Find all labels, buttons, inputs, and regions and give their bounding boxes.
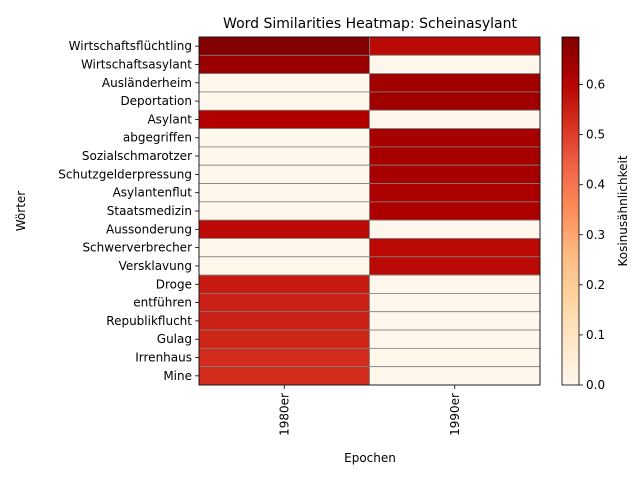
heatmap-cell <box>369 128 541 148</box>
y-axis-label: Wörter <box>14 191 28 232</box>
heatmap-cell <box>198 219 370 239</box>
heatmap-cell <box>369 183 541 203</box>
heatmap-cell <box>198 91 370 111</box>
colorbar-ticks: 0.0 0.1 0.2 0.3 0.4 0.5 0.6 <box>579 78 605 392</box>
y-tick-label: Republikflucht <box>106 314 192 328</box>
y-tick-label: Asylantenflut <box>113 186 193 200</box>
heatmap-cell <box>369 109 541 129</box>
heatmap-cell <box>369 146 541 166</box>
y-tick-label: Schwerverbrecher <box>82 241 192 255</box>
heatmap-cell <box>198 347 370 368</box>
colorbar-tick-label: 0.3 <box>586 228 605 242</box>
y-tick-label: entführen <box>133 296 192 310</box>
colorbar-tick-label: 0.4 <box>586 178 605 192</box>
y-tick-label: Staatsmedizin <box>107 204 192 218</box>
heatmap-cell <box>198 293 370 313</box>
colorbar-label: Kosinusähnlichkeit <box>616 155 630 266</box>
heatmap-cell <box>369 164 541 184</box>
y-tick-label: Mine <box>163 369 192 383</box>
y-tick-label: Asylant <box>147 112 192 126</box>
heatmap-cell <box>369 201 541 221</box>
y-tick-label: abgegriffen <box>123 131 192 145</box>
heatmap-cell <box>198 164 370 184</box>
heatmap-cells <box>198 36 541 386</box>
heatmap-cell <box>198 36 370 56</box>
y-tick-label: Wirtschaftsasylant <box>81 57 192 71</box>
colorbar-tick-label: 0.5 <box>586 128 605 142</box>
colorbar-tick-label: 0.6 <box>586 78 605 92</box>
heatmap-cell <box>369 73 541 93</box>
heatmap-cell <box>198 256 370 276</box>
heatmap-cell <box>369 91 541 111</box>
y-tick-label: Wirtschaftsflüchtling <box>69 39 192 53</box>
heatmap-cell <box>369 329 541 349</box>
heatmap-cell <box>369 293 541 313</box>
colorbar-tick-label: 0.2 <box>586 278 605 292</box>
heatmap-cell <box>198 146 370 166</box>
y-axis-ticks: Wirtschaftsflüchtling Wirtschaftsasylant A… <box>58 39 199 383</box>
colorbar-tick-label: 0.0 <box>586 378 605 392</box>
colorbar <box>561 36 580 386</box>
y-tick-label: Deportation <box>120 94 192 108</box>
y-tick-label: Schutzgelderpressung <box>58 167 192 181</box>
heatmap-cell <box>369 238 541 258</box>
x-tick-label: 1980er <box>277 393 291 436</box>
heatmap-cell <box>198 274 370 294</box>
heatmap-cell <box>369 219 541 239</box>
y-tick-label: Droge <box>156 277 192 291</box>
heatmap-cell <box>369 274 541 294</box>
heatmap-cell <box>198 73 370 93</box>
heatmap-cell <box>198 311 370 331</box>
heatmap-cell <box>198 366 370 386</box>
x-axis-ticks: 1980er 1990er <box>277 385 462 436</box>
heatmap-cell <box>198 201 370 221</box>
y-tick-label: Sozialschmarotzer <box>82 149 192 163</box>
x-axis-label: Epochen <box>344 451 396 465</box>
y-tick-label: Gulag <box>157 332 192 346</box>
heatmap-cell <box>369 366 541 386</box>
heatmap-cell <box>198 109 370 129</box>
heatmap-cell <box>369 347 541 368</box>
chart-title: Word Similarities Heatmap: Scheinasylant <box>223 16 517 32</box>
heatmap-cell <box>369 256 541 276</box>
heatmap-cell <box>369 54 541 75</box>
y-tick-label: Aussonderung <box>106 222 192 236</box>
y-tick-label: Irrenhaus <box>135 351 192 365</box>
y-tick-label: Ausländerheim <box>102 76 192 90</box>
heatmap-cell <box>198 128 370 148</box>
x-tick-label: 1990er <box>448 393 462 436</box>
heatmap-cell <box>198 238 370 258</box>
heatmap-cell <box>198 183 370 203</box>
heatmap-cell <box>198 54 370 75</box>
y-tick-label: Versklavung <box>119 259 192 273</box>
heatmap-cell <box>369 36 541 56</box>
heatmap-cell <box>198 329 370 349</box>
colorbar-tick-label: 0.1 <box>586 328 605 342</box>
heatmap-cell <box>369 311 541 331</box>
